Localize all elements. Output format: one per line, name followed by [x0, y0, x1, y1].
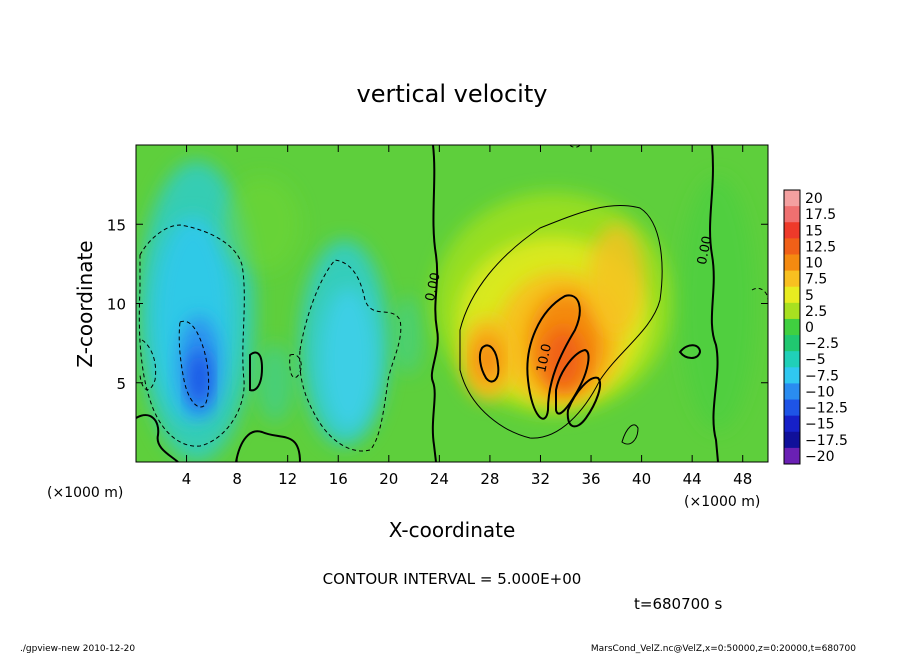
colorbar-label: 12.5 [805, 239, 836, 255]
contour-line-negative [178, 320, 210, 408]
contour-line-negative [299, 259, 402, 452]
colorbar-frame [783, 189, 801, 465]
field-patch [224, 176, 301, 272]
y-tick-label: 5 [116, 375, 126, 393]
contour-line [249, 351, 264, 392]
colorbar-label: 5 [805, 288, 814, 304]
colorbar-swatch [784, 367, 800, 384]
contour-lines [136, 145, 768, 462]
field-patch [679, 176, 756, 431]
colorbar-label: −10 [805, 384, 835, 400]
colorbar-label: 7.5 [805, 272, 827, 288]
x-tick-label: 8 [232, 470, 242, 488]
x-tick-label: 44 [683, 470, 702, 488]
colorbar-swatch [784, 351, 800, 368]
x-tick-label: 48 [733, 470, 752, 488]
field-patch [392, 295, 423, 375]
contour-line [459, 205, 663, 439]
contour-line-negative [289, 353, 302, 379]
x-tick-label: 4 [182, 470, 192, 488]
colorbar-swatch [784, 286, 800, 304]
contour-label: 10.0 [534, 343, 555, 374]
colorbar-label: −20 [805, 449, 835, 465]
contour-labels: 0.00 10.0 0.00 [423, 235, 715, 374]
colorbar-label: 15 [805, 223, 823, 239]
colorbar-swatch [784, 254, 800, 272]
colorbar-swatch [784, 399, 800, 417]
x-tick-label: 40 [632, 470, 651, 488]
contour-line-negative [569, 145, 581, 148]
colorbar-swatch [784, 318, 800, 336]
colorbar-label: −2.5 [805, 336, 839, 352]
colorbar-swatch [784, 383, 800, 401]
contour-line [478, 344, 500, 383]
x-unit-label-left: (×1000 m) [47, 485, 123, 501]
x-tick-label: 20 [379, 470, 398, 488]
colorbar-label: −17.5 [805, 433, 848, 449]
contour-line [430, 145, 439, 462]
y-tick-label: 10 [107, 296, 126, 314]
x-tick-label: 36 [581, 470, 600, 488]
contour-line-negative [139, 339, 157, 390]
colorbar: 2017.51512.5107.552.50−2.5−5−7.5−10−12.5… [783, 189, 848, 465]
colorbar-swatch [784, 222, 800, 239]
contour-line [566, 376, 602, 428]
colorbar-label: 0 [805, 320, 814, 336]
contour-line [621, 424, 639, 445]
field-patch [320, 287, 377, 431]
colorbar-swatch [784, 415, 800, 433]
colorbar-swatch [784, 302, 800, 320]
colorbar-swatch [784, 335, 800, 352]
colorbar-swatch [784, 238, 800, 255]
colorbar-label: 20 [805, 191, 823, 207]
x-axis: 4 8 12 16 20 24 28 32 36 40 44 48 [182, 145, 752, 488]
colorbar-label: −15 [805, 417, 835, 433]
x-tick-label: 24 [430, 470, 449, 488]
field-patch [256, 343, 294, 423]
x-tick-label: 16 [329, 470, 348, 488]
colorbar-label: 2.5 [805, 304, 827, 320]
field-patch [187, 349, 211, 407]
colorbar-label: −5 [805, 352, 826, 368]
contour-line [136, 414, 179, 462]
y-axis-label: Z-coordinate [73, 240, 97, 367]
colorbar-label: −12.5 [805, 401, 848, 417]
x-tick-label: 28 [480, 470, 499, 488]
field-patch [588, 224, 645, 336]
footer-right: MarsCond_VelZ.nc@VelZ,x=0:50000,z=0:2000… [591, 644, 856, 654]
colorbar-swatch [784, 206, 800, 223]
colorbar-label: −7.5 [805, 368, 839, 384]
colorbar-swatch [784, 190, 800, 207]
colorbar-label: 17.5 [805, 207, 836, 223]
contour-label: 0.00 [423, 271, 444, 302]
contour-interval-note: CONTOUR INTERVAL = 5.000E+00 [323, 570, 582, 588]
x-tick-label: 32 [531, 470, 550, 488]
contour-line-negative [138, 224, 245, 447]
time-stamp: t=680700 s [634, 595, 722, 613]
colorbar-swatch [784, 447, 800, 465]
contour-line [555, 348, 590, 415]
footer-left: ./gpview-new 2010-12-20 [20, 644, 135, 654]
chart-title: vertical velocity [357, 80, 548, 108]
contour-line [678, 344, 702, 359]
x-unit-label-right: (×1000 m) [684, 494, 760, 510]
y-axis: 5 10 15 [107, 216, 768, 393]
x-tick-label: 12 [278, 470, 297, 488]
plot-area: 0.00 10.0 0.00 [136, 145, 768, 462]
colorbar-label: 10 [805, 256, 823, 272]
contour-line [709, 145, 719, 462]
contour-line [526, 294, 581, 420]
y-tick-label: 15 [107, 216, 126, 234]
colorbar-swatch [784, 270, 800, 288]
x-axis-label: X-coordinate [389, 518, 516, 542]
contour-line [235, 430, 301, 462]
contour-label: 0.00 [695, 235, 716, 266]
colorbar-swatch [784, 431, 800, 449]
